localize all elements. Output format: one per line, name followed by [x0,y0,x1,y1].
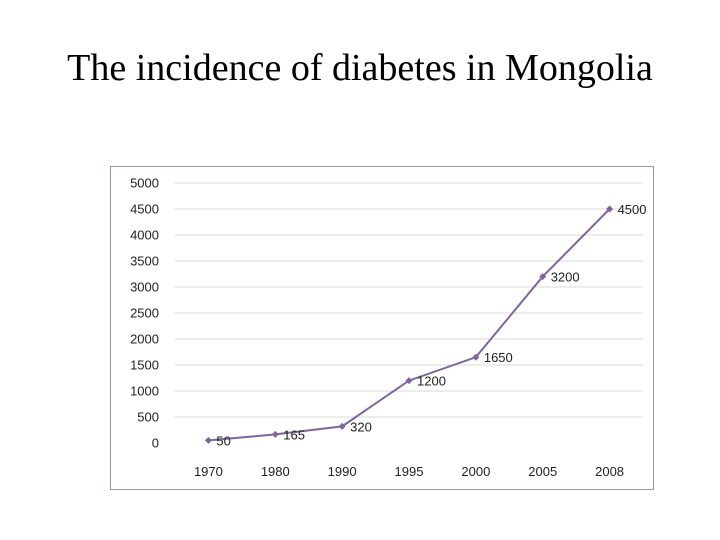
gridlines [175,182,643,418]
slide-title: The incidence of diabetes in Mongolia [67,47,653,89]
data-label: 50 [216,433,230,448]
x-tick-label: 1990 [328,464,357,479]
y-tick-label: 0 [152,436,159,451]
x-tick-label: 1995 [395,464,424,479]
y-tick-label: 500 [137,410,159,425]
y-tick-label: 2500 [130,306,159,321]
x-tick-label: 1980 [261,464,290,479]
y-axis-ticks: 0 500 1000 1500 2000 2500 3000 3500 4000 4500 5000 [130,176,159,451]
data-point [472,353,480,361]
y-tick-label: 4000 [130,228,159,243]
x-tick-label: 1970 [194,464,223,479]
y-tick-label: 3000 [130,280,159,295]
data-label: 3200 [551,270,580,285]
series-line [208,208,611,442]
x-tick-label: 2008 [595,464,624,479]
data-label: 4500 [618,202,647,217]
data-labels: 50 165 320 1200 1650 3200 4500 [216,202,646,448]
x-tick-label: 2005 [528,464,557,479]
x-tick-label: 2000 [461,464,490,479]
data-label: 1200 [417,374,446,389]
y-tick-label: 1000 [130,384,159,399]
x-axis-ticks: 1970 1980 1990 1995 2000 2005 2008 [194,464,624,479]
y-tick-label: 5000 [130,176,159,191]
y-tick-label: 2000 [130,332,159,347]
data-point [606,205,614,213]
data-label: 1650 [484,350,513,365]
data-point [405,377,413,385]
data-point [271,430,279,438]
y-tick-label: 3500 [130,254,159,269]
series-incidence [204,205,614,444]
data-point [539,273,547,281]
y-tick-label: 1500 [130,358,159,373]
data-point [338,422,346,430]
chart-frame: 0 500 1000 1500 2000 2500 3000 3500 4000 4500 5000… [110,166,654,490]
y-tick-label: 4500 [130,202,159,217]
data-point [204,436,212,444]
data-label: 320 [350,419,372,434]
data-label: 165 [283,427,305,442]
line-chart: 0 500 1000 1500 2000 2500 3000 3500 4000 4500 5000… [130,176,646,480]
